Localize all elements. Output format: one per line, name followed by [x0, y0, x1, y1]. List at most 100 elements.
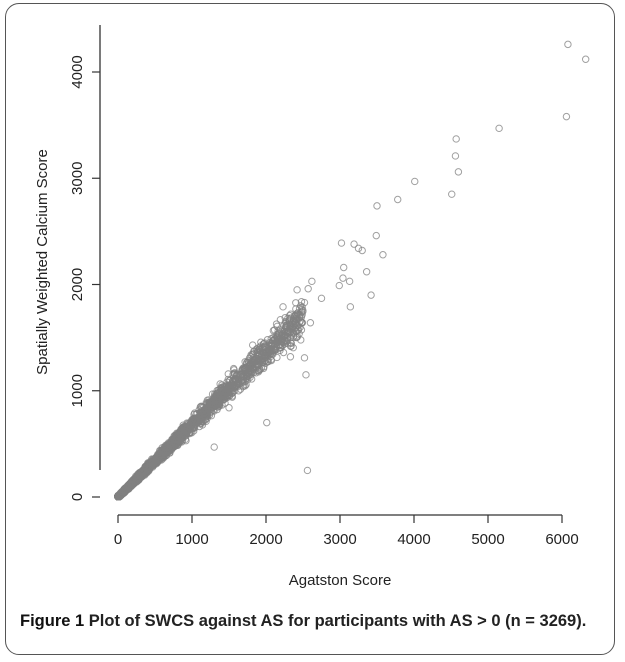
scatter-point-outlier	[358, 246, 366, 255]
scatter-point-outlier	[300, 354, 309, 362]
scatter-point-outlier	[394, 195, 402, 204]
scatter-point	[293, 309, 302, 317]
figure-label: Figure 1	[20, 612, 85, 630]
scatter-point	[194, 414, 202, 422]
caption-text: Plot of SWCS against AS for participants…	[84, 612, 587, 630]
scatter-point	[277, 343, 285, 352]
y-axis-title: Spatially Weighted Calcium Score	[34, 149, 51, 375]
scatter-point	[191, 414, 199, 423]
scatter-point	[217, 386, 225, 394]
scatter-point	[243, 366, 252, 374]
scatter-point-outlier	[354, 244, 363, 253]
scatter-point	[233, 375, 241, 383]
scatter-point	[173, 441, 182, 449]
scatter-point	[264, 341, 272, 349]
scatter-point-outlier	[263, 418, 271, 427]
scatter-point	[217, 383, 225, 392]
scatter-point	[281, 332, 289, 340]
scatter-point-outlier	[317, 294, 326, 303]
scatter-point	[261, 351, 269, 360]
scatter-plot: 0 1000 2000 3000 4000 5000 6000 0 1000 2000 3000 40…	[34, 25, 590, 589]
scatter-point	[243, 376, 252, 384]
scatter-point-outlier	[303, 466, 312, 475]
x-tick-label: 4000	[397, 531, 430, 548]
scatter-point-outlier	[350, 240, 358, 248]
scatter-point	[292, 333, 301, 342]
y-tick-label: 4000	[69, 55, 86, 88]
x-tick-label: 5000	[471, 531, 504, 548]
scatter-point	[207, 412, 216, 420]
scatter-point-outlier	[210, 443, 218, 451]
scatter-point	[197, 419, 206, 427]
scatter-point	[294, 326, 303, 334]
scatter-point-outlier	[345, 277, 354, 286]
scatter-point-outlier	[263, 336, 272, 344]
scatter-point	[274, 327, 282, 335]
scatter-point-outlier	[248, 341, 257, 349]
scatter-point-outlier	[279, 303, 287, 311]
scatter-point	[265, 351, 274, 359]
x-tick-label: 3000	[323, 531, 356, 548]
scatter-point	[181, 435, 190, 443]
scatter-point	[292, 311, 300, 319]
scatter-point	[234, 379, 243, 387]
scatter-point-outlier	[300, 298, 309, 307]
scatter-point-outlier	[225, 404, 233, 412]
scatter-point	[272, 320, 281, 328]
scatter-point-outlier	[254, 356, 263, 364]
scatter-point-outlier	[581, 55, 590, 63]
scatter-point	[139, 468, 147, 476]
scatter-point-outlier	[308, 277, 316, 286]
scatter-point	[297, 298, 306, 306]
scatter-point	[151, 459, 160, 467]
y-tick-label: 2000	[69, 268, 86, 301]
y-tick-label: 1000	[69, 374, 86, 407]
x-tick-label: 1000	[175, 531, 208, 548]
scatter-point-outlier	[293, 286, 301, 294]
scatter-point	[187, 420, 195, 428]
scatter-point	[203, 396, 212, 404]
scatter-point-outlier	[448, 190, 456, 198]
x-axis-title: Agatston Score	[289, 572, 392, 589]
scatter-point-outlier	[564, 40, 572, 49]
scatter-point	[224, 375, 232, 384]
scatter-point-outlier	[495, 124, 503, 133]
scatter-point	[132, 474, 141, 483]
scatter-point-outlier	[283, 337, 291, 345]
scatter-point	[221, 388, 229, 396]
scatter-point-outlier	[273, 330, 281, 339]
scatter-point-outlier	[340, 263, 348, 272]
scatter-point	[128, 480, 136, 489]
scatter-point-outlier	[234, 387, 243, 395]
scatter-point-outlier	[379, 251, 387, 259]
scatter-point	[181, 427, 189, 435]
figure-caption: Figure 1 Plot of SWCS against AS for par…	[20, 610, 610, 633]
scatter-point	[162, 443, 171, 452]
scatter-point	[257, 338, 265, 346]
scatter-point	[260, 363, 268, 371]
scatter-point	[224, 370, 232, 378]
scatter-point	[295, 304, 304, 313]
scatter-point	[158, 446, 166, 454]
scatter-point-outlier	[451, 152, 460, 160]
scatter-point	[294, 322, 302, 330]
scatter-point-outlier	[302, 371, 310, 379]
scatter-point-outlier	[373, 202, 381, 210]
scatter-point	[276, 316, 285, 324]
scatter-point	[256, 342, 265, 350]
scatter-point-outlier	[286, 353, 295, 361]
scatter-point-outlier	[304, 285, 312, 293]
scatter-point-outlier	[562, 112, 571, 121]
x-tick-label: 6000	[545, 531, 578, 548]
x-tick-label: 0	[114, 531, 122, 548]
scatter-point-outlier	[411, 177, 419, 186]
scatter-point-outlier	[238, 366, 247, 375]
scatter-point-outlier	[346, 303, 355, 311]
x-tick-label: 2000	[249, 531, 282, 548]
y-tick-label: 3000	[69, 162, 86, 195]
scatter-point	[287, 342, 295, 351]
scatter-point	[196, 409, 204, 417]
scatter-point	[246, 360, 254, 368]
scatter-point-outlier	[335, 281, 343, 290]
figure-frame	[5, 3, 615, 655]
